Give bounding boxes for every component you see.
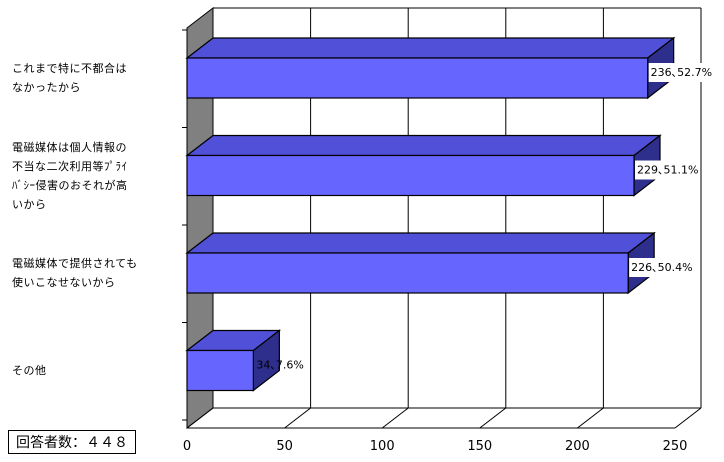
- x-tick-label: 0: [183, 439, 191, 454]
- x-tick-label: 100: [370, 439, 395, 454]
- data-label-bg: [629, 258, 695, 277]
- floor-gridline: [674, 407, 702, 429]
- data-label-1: 236､52.7%: [651, 66, 712, 79]
- floor-gridline: [381, 407, 409, 429]
- category-label-line: 電磁媒体で提供されても: [12, 257, 138, 270]
- x-tick-label: 200: [565, 439, 590, 454]
- bar-front-face: [186, 57, 649, 99]
- category-label-line: なかったから: [12, 81, 81, 94]
- category-label-3: 電磁媒体で提供されても 使いこなせないから: [12, 254, 182, 292]
- floor-gridline: [186, 407, 214, 429]
- bar-front-face: [186, 349, 254, 392]
- x-tick-label: 50: [276, 439, 293, 454]
- category-label-line: これまで特に不都合は: [12, 62, 127, 75]
- bar-front-face: [186, 252, 629, 294]
- floor-gridline: [479, 407, 507, 429]
- bar-top-face: [185, 232, 656, 254]
- category-label-line: ﾊﾞｼｰ侵害のおそれが高: [12, 179, 128, 192]
- data-label-2: 229､51.1%: [637, 164, 698, 177]
- category-label-2: 電磁媒体は個人情報の 不当な二次利用等ﾌﾟﾗｲ ﾊﾞｼｰ侵害のおそれが高 いから: [12, 138, 182, 214]
- bar-3: [185, 231, 656, 295]
- bar-front-face: [186, 154, 635, 197]
- floor-gridline: [284, 407, 311, 429]
- data-label-bg: [635, 160, 701, 180]
- floor-gridline: [577, 407, 604, 429]
- bar-top-face: [185, 37, 676, 59]
- x-tick-label: 150: [467, 439, 492, 454]
- category-label-line: 不当な二次利用等ﾌﾟﾗｲ: [12, 160, 128, 173]
- category-label-line: 使いこなせないから: [12, 276, 116, 289]
- bars: [185, 36, 676, 392]
- respondent-count: 回答者数：４４８: [8, 430, 136, 454]
- category-label-line: 電磁媒体は個人情報の: [12, 141, 127, 154]
- bar-1: [185, 36, 676, 100]
- category-label-line: その他: [12, 364, 47, 377]
- bar-2: [185, 134, 662, 197]
- x-tick-label: 250: [663, 439, 688, 454]
- category-label-1: これまで特に不都合は なかったから: [12, 59, 182, 97]
- data-label-3: 226､50.4%: [631, 261, 692, 274]
- data-label-4: 34､7.6%: [256, 359, 303, 372]
- category-label-line: いから: [12, 198, 47, 211]
- category-label-4: その他: [12, 361, 182, 380]
- bar-4: [185, 329, 282, 392]
- bar-top-face: [185, 134, 662, 157]
- x-tick-labels: 0 50 100 150 200 250: [183, 439, 688, 454]
- data-labels: 236､52.7% 229､51.1% 226､50.4% 34､7.6%: [256, 63, 715, 372]
- data-label-bg: [648, 63, 715, 82]
